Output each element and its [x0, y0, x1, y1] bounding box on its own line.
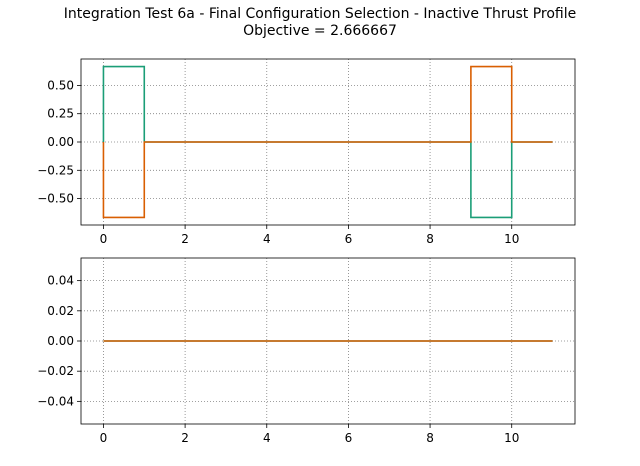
y-tick-label: 0.02 — [47, 304, 74, 318]
y-tick-label: 0.00 — [47, 135, 74, 149]
series-line-2 — [102, 65, 553, 219]
y-tick-label: 0.04 — [47, 274, 74, 288]
chart-title: Integration Test 6a - Final Configuratio… — [63, 6, 577, 22]
x-tick-label: 2 — [181, 431, 189, 445]
panel-2: 0 2 4 6 8 10 0.04 0.02 0.00 −0.02 −0.04 — [37, 257, 576, 445]
x-tick-label: 0 — [100, 232, 108, 246]
y-tick-label: −0.04 — [37, 394, 74, 408]
chart-subtitle: Objective = 2.666667 — [243, 23, 397, 39]
y-tick-label: −0.25 — [37, 163, 74, 177]
x-tick-label: 0 — [100, 431, 108, 445]
y-tick-label: 0.25 — [47, 107, 74, 121]
y-tick-label: −0.02 — [37, 364, 74, 378]
y-tick-label: 0.00 — [47, 334, 74, 348]
x-tick-label: 10 — [504, 431, 519, 445]
y-tick-label: 0.50 — [47, 78, 74, 92]
x-tick-label: 8 — [426, 431, 434, 445]
x-tick-label: 8 — [426, 232, 434, 246]
x-tick-label: 6 — [345, 232, 353, 246]
x-tick-label: 10 — [504, 232, 519, 246]
panel-1: 0 2 4 6 8 10 0.50 0.25 0.00 −0.25 −0.50 — [37, 58, 576, 246]
x-tick-label: 6 — [345, 431, 353, 445]
y-tick-label: −0.50 — [37, 192, 74, 206]
x-tick-label: 4 — [263, 431, 271, 445]
x-tick-label: 4 — [263, 232, 271, 246]
x-tick-label: 2 — [181, 232, 189, 246]
